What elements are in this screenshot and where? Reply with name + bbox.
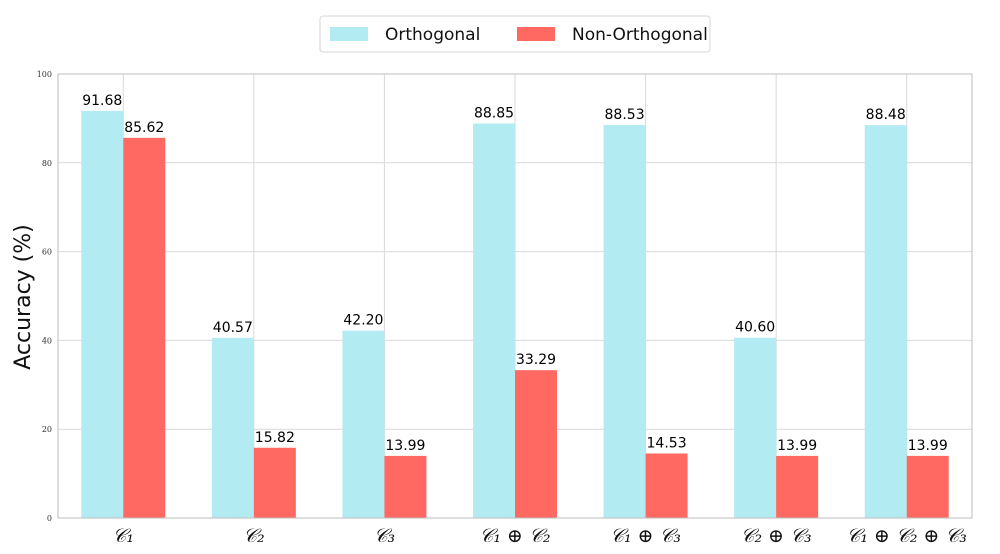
bar-value-label: 40.57 <box>213 320 253 336</box>
bar-value-label: 88.85 <box>474 106 514 122</box>
bar-orthogonal <box>211 337 254 518</box>
plot-frame <box>57 73 973 519</box>
bar-non-orthogonal <box>253 447 296 518</box>
y-tick-label: 0 <box>47 514 52 523</box>
bar-value-label: 33.29 <box>516 352 556 368</box>
legend-swatch-non-orthogonal <box>517 27 555 41</box>
label-layer: 91.68 40.57 42.20 88.85 88.53 40.60 88.48 85.62… <box>82 93 948 454</box>
x-tick-label: 𝒞₂ ⊕ 𝒞₃ <box>741 525 812 547</box>
bar-value-label: 88.48 <box>866 107 906 123</box>
bar-non-orthogonal <box>645 453 688 518</box>
x-tick-label: 𝒞₁ ⊕ 𝒞₂ ⊕ 𝒞₃ <box>847 525 967 547</box>
y-tick-label: 60 <box>42 248 52 257</box>
bar-value-label: 13.99 <box>385 438 425 454</box>
x-tick-label: 𝒞₁ <box>113 525 134 547</box>
bar-non-orthogonal <box>515 370 557 518</box>
bar-non-orthogonal <box>776 455 819 518</box>
bar-non-orthogonal <box>906 455 949 518</box>
y-tick-label: 40 <box>42 336 52 345</box>
bar-non-orthogonal <box>123 137 166 518</box>
x-tick-label: 𝒞₁ ⊕ 𝒞₃ <box>610 525 681 547</box>
bar-value-label: 15.82 <box>255 430 295 446</box>
bar-non-orthogonal <box>384 455 427 518</box>
bar-value-label: 91.68 <box>82 93 122 109</box>
x-tick-label: 𝒞₁ ⊕ 𝒞₂ <box>480 525 551 547</box>
legend: Orthogonal Non-Orthogonal <box>319 15 711 53</box>
y-tick-label: 20 <box>42 425 52 434</box>
bar-value-label: 14.53 <box>647 435 687 451</box>
bar-orthogonal <box>864 125 907 518</box>
bar-orthogonal <box>473 123 515 519</box>
legend-frame <box>319 15 711 53</box>
bar-value-label: 42.20 <box>343 313 383 329</box>
bar-orthogonal <box>734 337 777 518</box>
bar-value-label: 88.53 <box>605 107 645 123</box>
bar-orthogonal <box>603 124 646 518</box>
bar-value-label: 40.60 <box>735 320 775 336</box>
bar-orthogonal <box>342 330 385 518</box>
y-tick-label: 80 <box>42 159 52 168</box>
axis-layer: 0 20 40 60 80 100 𝒞₁ 𝒞₂ 𝒞₃ 𝒞₁ ⊕ 𝒞₂ 𝒞₁ ⊕ 𝒞₃ 𝒞₂ ⊕ 𝒞₃ 𝒞… <box>37 70 973 547</box>
legend-swatch-orthogonal <box>330 27 368 41</box>
x-tick-label: 𝒞₂ <box>243 525 264 547</box>
legend-label-non-orthogonal: Non-Orthogonal <box>572 25 708 45</box>
x-tick-label: 𝒞₃ <box>374 525 395 547</box>
bar-value-label: 85.62 <box>124 120 164 136</box>
bar-value-label: 13.99 <box>908 438 948 454</box>
y-tick-label: 100 <box>37 70 52 79</box>
bar-layer <box>81 110 949 519</box>
bar-orthogonal <box>81 110 124 519</box>
bar-value-label: 13.99 <box>777 438 817 454</box>
y-axis-label: Accuracy (%) <box>11 224 36 370</box>
legend-label-orthogonal: Orthogonal <box>385 25 480 45</box>
